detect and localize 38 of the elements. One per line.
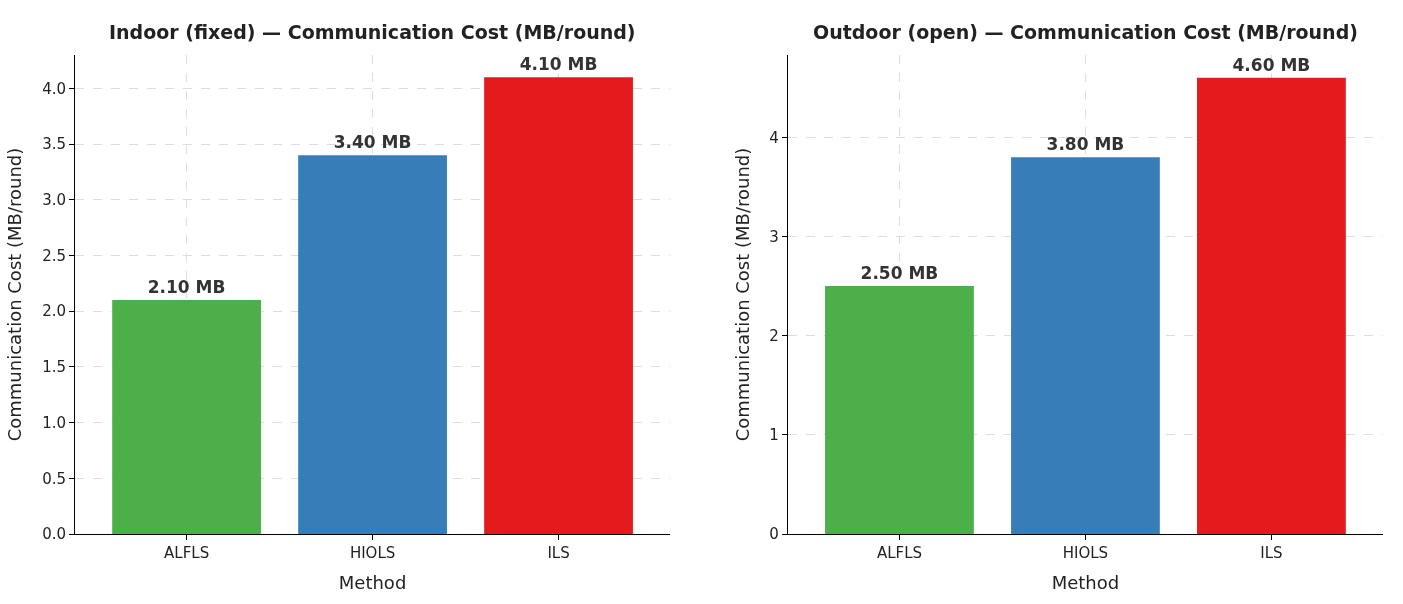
y-tick-label: 2: [769, 326, 779, 345]
y-tick-label: 4: [769, 128, 779, 147]
bar: [825, 286, 974, 534]
chart-title: Indoor (fixed) — Communication Cost (MB/round): [109, 21, 636, 43]
bar: [1011, 157, 1160, 534]
y-tick-label: 2.5: [42, 246, 66, 265]
bar: [1197, 77, 1346, 534]
x-tick-label: HIOLS: [1062, 544, 1109, 562]
y-tick-label: 1.5: [42, 358, 66, 377]
y-tick-label: 3.5: [42, 135, 66, 154]
x-tick-label: ALFLS: [876, 544, 923, 562]
data-label: 2.10 MB: [147, 277, 226, 298]
x-tick-label: ALFLS: [164, 544, 210, 562]
y-tick-label: 2.0: [42, 302, 66, 321]
bar: [484, 77, 633, 534]
chart-title: Outdoor (open) — Communication Cost (MB/round): [813, 21, 1358, 43]
x-tick-label: ILS: [1260, 544, 1283, 562]
x-axis-title: Method: [1051, 572, 1120, 594]
bar: [298, 155, 447, 534]
y-tick-label: 0.0: [42, 525, 66, 544]
y-tick-label: 3: [769, 227, 779, 246]
y-tick-label: 3.0: [42, 191, 66, 210]
x-tick-label: HIOLS: [349, 544, 396, 562]
x-axis-title: Method: [338, 572, 407, 594]
y-tick-label: 1: [769, 426, 779, 445]
x-tick-label: ILS: [547, 544, 570, 562]
data-label: 3.80 MB: [1046, 134, 1125, 155]
data-label: 2.50 MB: [860, 263, 939, 284]
y-tick-label: 0.5: [42, 469, 66, 488]
bar: [112, 300, 261, 534]
y-tick-label: 0: [769, 525, 779, 544]
y-axis-title: Communication Cost (MB/round): [731, 147, 753, 442]
data-label: 4.10 MB: [519, 54, 598, 75]
y-tick-label: 1.0: [42, 413, 66, 432]
y-tick-label: 4.0: [42, 79, 66, 98]
data-label: 4.60 MB: [1232, 54, 1311, 75]
y-axis-title: Communication Cost (MB/round): [4, 147, 26, 442]
data-label: 3.40 MB: [333, 132, 412, 153]
